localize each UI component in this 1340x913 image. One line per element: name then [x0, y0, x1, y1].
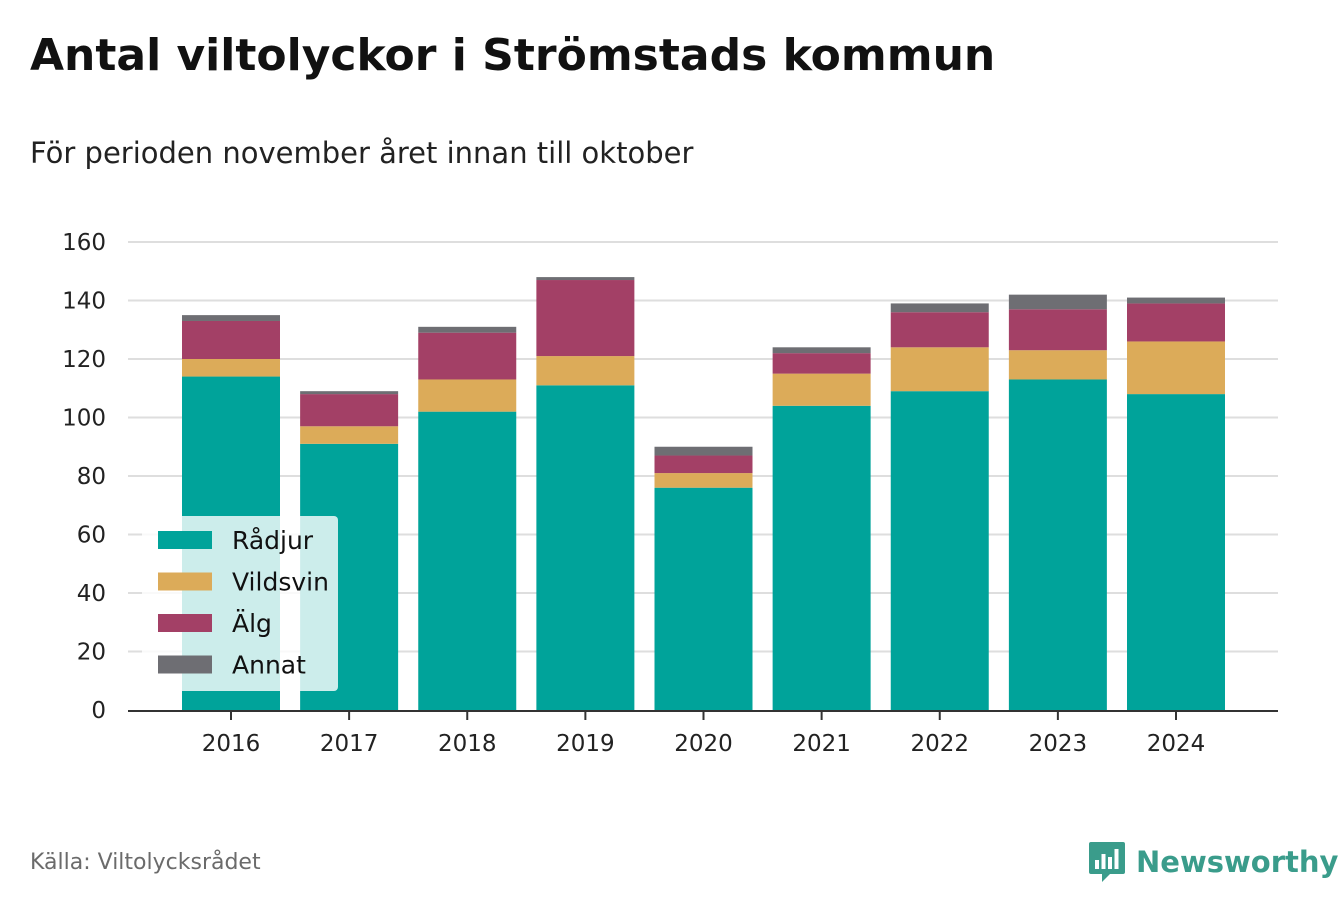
bar-segment: [772, 347, 871, 354]
legend-swatch: [158, 572, 212, 591]
bar-stack-2022: [890, 303, 989, 710]
x-tick-label: 2017: [320, 731, 379, 757]
y-tick-label: 80: [77, 464, 106, 490]
y-tick-label: 20: [77, 640, 106, 666]
bar-segment: [1008, 309, 1107, 351]
bar-segment: [300, 394, 399, 427]
bar-segment: [772, 405, 871, 710]
bar-segment: [300, 426, 399, 444]
bar-stack-2021: [772, 347, 871, 710]
legend-swatch: [158, 614, 212, 632]
y-tick-label: 0: [91, 698, 106, 724]
x-tick-label: 2016: [202, 731, 261, 757]
x-tick-label: 2018: [438, 731, 497, 757]
legend-label: Rådjur: [232, 526, 314, 555]
bar-segment: [654, 487, 753, 710]
x-tick-label: 2023: [1029, 731, 1088, 757]
bars: [182, 277, 1225, 710]
bar-segment: [1008, 294, 1107, 310]
y-axis-ticks: 0 20 40 60 80 100 120 140 160: [62, 230, 106, 724]
y-tick-label: 40: [77, 581, 106, 607]
chart-subtitle: För perioden november året innan till ok…: [30, 136, 694, 170]
x-tick-label: 2020: [674, 731, 733, 757]
bar-segment: [1127, 394, 1225, 710]
bar-segment: [536, 277, 635, 281]
bar-segment: [890, 312, 989, 348]
legend-swatch: [158, 655, 212, 674]
x-tick-label: 2022: [910, 731, 969, 757]
bar-segment: [654, 455, 753, 474]
bar-stack-2024: [1127, 297, 1225, 710]
y-tick-label: 140: [62, 289, 106, 315]
bar-segment: [536, 385, 635, 710]
brand-logo: Newsworthy: [1088, 840, 1338, 884]
bar-segment: [418, 411, 517, 710]
bar-segment: [536, 356, 635, 386]
bar-segment: [772, 373, 871, 406]
legend-swatch: [158, 531, 212, 549]
bar-segment: [418, 326, 517, 333]
bar-segment: [772, 353, 871, 374]
legend-label: Vildsvin: [232, 568, 329, 597]
x-tick-label: 2021: [792, 731, 851, 757]
bar-stack-2023: [1008, 294, 1107, 710]
bar-stack-2020: [654, 446, 753, 710]
legend-box: [142, 516, 338, 691]
bar-stack-2018: [418, 326, 517, 710]
chart-bubble-icon: [1089, 842, 1125, 882]
bar-segment: [1127, 297, 1225, 304]
bar-segment: [1008, 350, 1107, 380]
y-tick-label: 60: [77, 523, 106, 549]
x-tick-label: 2024: [1147, 731, 1206, 757]
bar-segment: [536, 280, 635, 357]
bar-segment: [1008, 379, 1107, 710]
bar-segment: [418, 332, 517, 380]
chart-title: Antal viltolyckor i Strömstads kommun: [30, 30, 996, 81]
legend-label: Annat: [232, 651, 306, 680]
bar-segment: [1127, 341, 1225, 395]
x-axis-ticks: 2016 2017 2018 2019 2020 2021 2022 2023 2024: [202, 711, 1206, 757]
y-tick-label: 100: [62, 406, 106, 432]
bar-segment: [300, 391, 399, 395]
bar-stack-2019: [536, 277, 635, 710]
bar-segment: [418, 379, 517, 412]
bar-segment: [182, 320, 280, 359]
bar-segment: [890, 347, 989, 392]
bar-segment: [654, 473, 753, 488]
bar-segment: [654, 446, 753, 456]
y-tick-label: 160: [62, 230, 106, 256]
bar-segment: [890, 303, 989, 313]
bar-segment: [890, 391, 989, 710]
bar-segment: [1127, 303, 1225, 342]
legend-label: Älg: [232, 609, 272, 638]
legend: Rådjur Vildsvin Älg Annat: [142, 516, 338, 691]
bar-segment: [182, 315, 280, 321]
source-note: Källa: Viltolycksrådet: [30, 850, 261, 875]
y-tick-label: 120: [62, 347, 106, 373]
x-tick-label: 2019: [556, 731, 615, 757]
bar-segment: [182, 359, 280, 377]
brand-name: Newsworthy: [1136, 845, 1339, 879]
